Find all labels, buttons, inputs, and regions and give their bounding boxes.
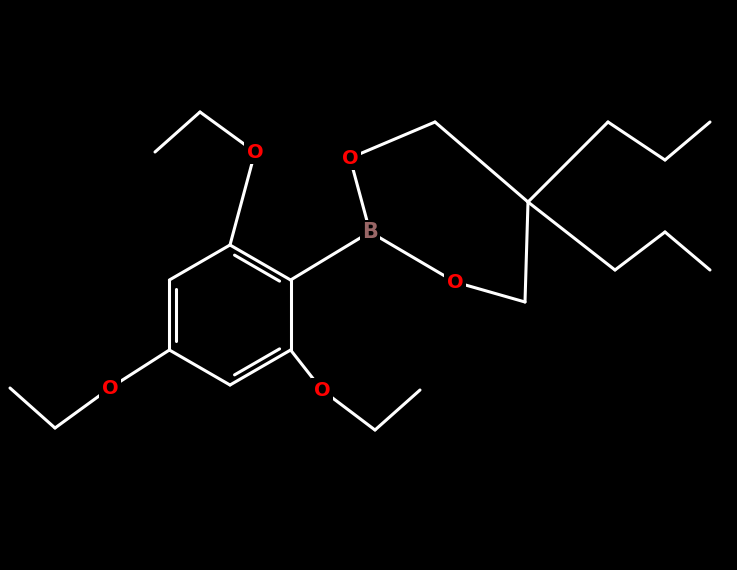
Text: O: O (342, 149, 358, 168)
Text: O: O (314, 381, 330, 400)
Text: B: B (362, 222, 378, 242)
Text: O: O (247, 142, 263, 161)
Text: O: O (102, 378, 119, 397)
Text: O: O (447, 272, 464, 291)
